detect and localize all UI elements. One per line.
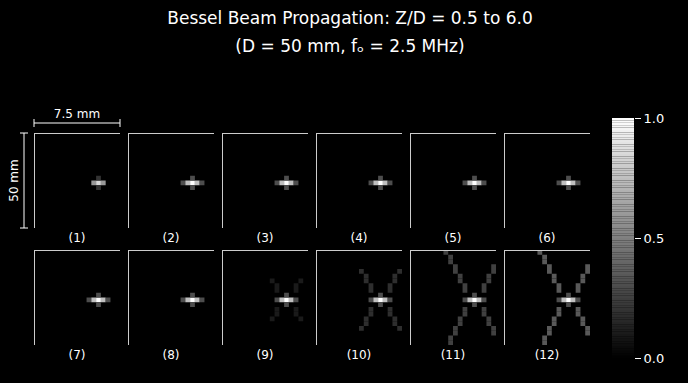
svg-text:1.0: 1.0 [644,111,665,126]
html-text:(6): (6) [538,231,556,245]
html-text:(1): (1) [68,231,86,245]
svg-text:50 mm: 50 mm [7,159,21,201]
html-text:(D = 50 mm, fₒ = 2.5 MHz): (D = 50 mm, fₒ = 2.5 MHz) [235,36,465,56]
svg-text:7.5 mm: 7.5 mm [54,107,100,121]
html-text:(2): (2) [162,231,180,245]
svg-text:0.0: 0.0 [644,351,665,366]
html-text:(11): (11) [440,348,466,362]
html-text:(9): (9) [256,348,274,362]
html-text:(5): (5) [444,231,462,245]
html-text:(8): (8) [162,348,180,362]
html-text:(7): (7) [68,348,86,362]
html-text:(3): (3) [256,231,274,245]
html-text:(10): (10) [346,348,372,362]
html-text:(4): (4) [350,231,368,245]
html-text:(12): (12) [534,348,560,362]
svg-text:0.5: 0.5 [644,231,665,246]
html-text:Bessel Beam Propagation: Z/D =: Bessel Beam Propagation: Z/D = 0.5 to 6.… [167,8,533,28]
